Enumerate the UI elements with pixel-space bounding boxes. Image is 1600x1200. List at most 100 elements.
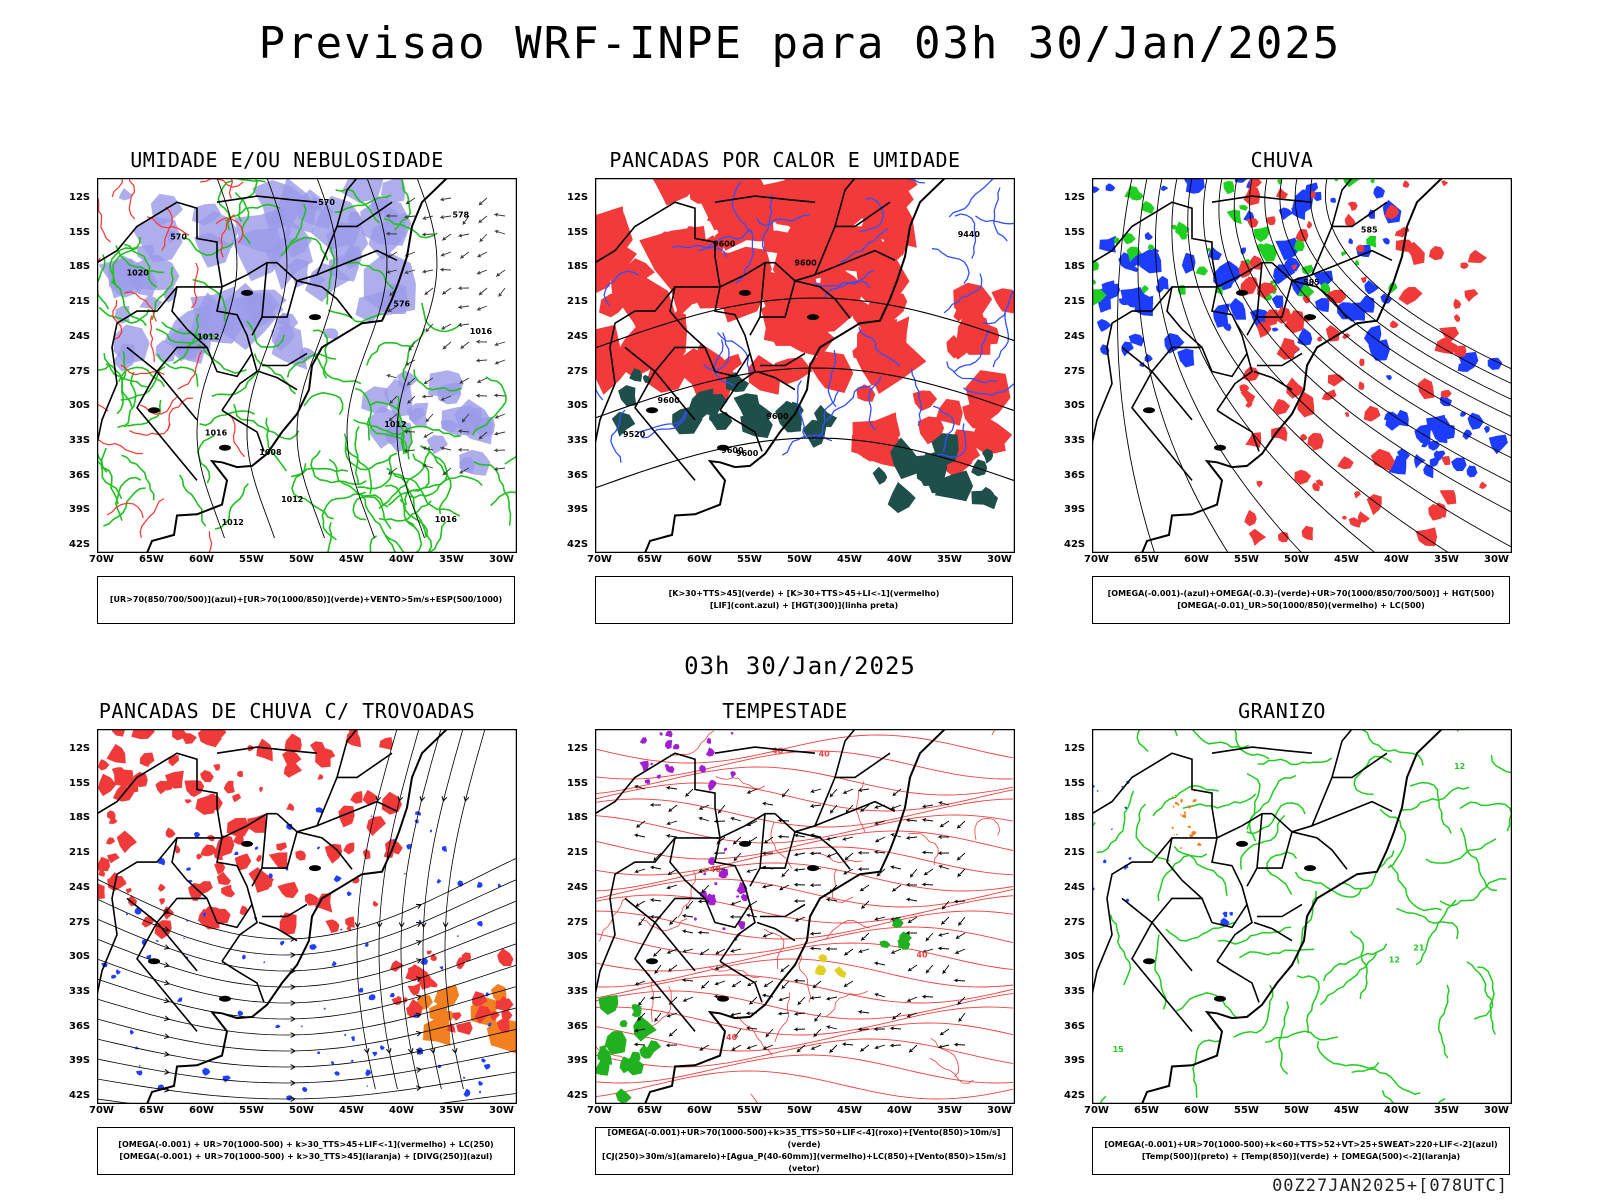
lifted-index-contour (713, 339, 735, 387)
border-line (719, 960, 763, 1003)
temp-850-contour (1257, 757, 1333, 766)
border-line (1211, 746, 1313, 754)
omega-area-blue (1348, 238, 1353, 244)
thunderstorm-area-red (325, 919, 340, 934)
wind-vector (385, 231, 398, 236)
wind-vector (633, 1042, 646, 1047)
wind-vector (941, 900, 950, 911)
divergence-dot (317, 1051, 321, 1055)
divergence-dot (129, 1029, 134, 1035)
wind-vector (809, 996, 822, 1000)
wind-vector (701, 884, 710, 894)
wind-850-area (892, 916, 904, 928)
wind-vector (654, 964, 662, 975)
omega-area-blue (1357, 295, 1375, 313)
contour-label: 21 (1413, 943, 1425, 952)
longitude-tick-label: 30W (489, 554, 514, 565)
rain-area-red (1312, 482, 1320, 492)
wind-850-area (605, 1030, 627, 1055)
latitude-tick-label: 42S (69, 539, 91, 550)
thunderstorm-area-red (279, 912, 297, 935)
longitude-tick-label: 30W (987, 1105, 1012, 1116)
map-panel: PANCADAS DE CHUVA C/ TROVOADAS 12S 15S 18S 2… (52, 699, 522, 1179)
wind-vector (637, 1012, 646, 1022)
omega-area-blue (1144, 231, 1153, 241)
streamline (97, 878, 517, 956)
rain-area-red (1363, 405, 1381, 422)
streamline-arrow (416, 1067, 422, 1073)
streamline-arrow (290, 1064, 296, 1070)
humidity-area-high (397, 370, 418, 393)
thickness-contour (161, 206, 173, 251)
divergence-dot (316, 846, 321, 850)
wind-vector (699, 948, 710, 956)
thunderstorm-area-red (345, 916, 355, 928)
map-canvas: 585 585 (1092, 178, 1512, 553)
rain-area-red (1441, 456, 1451, 466)
forecast-map: 12 12 15 21 (1092, 729, 1512, 1104)
thickness-contour (220, 214, 235, 258)
wind-vector (749, 996, 758, 1006)
lifted-index-contour (731, 181, 753, 233)
border-line (221, 812, 277, 839)
divergence-dot (302, 1086, 308, 1092)
rain-area-red (1405, 241, 1425, 265)
wind-vector (713, 867, 726, 872)
temp-850-contour (1409, 781, 1452, 834)
streamline-arrow (416, 1049, 422, 1055)
omega-area-blue (1462, 429, 1473, 440)
panel-legend: [OMEGA(-0.001)-(azul)+OMEGA(-0.3)-(verde… (1092, 576, 1510, 624)
wind-vector (777, 1011, 790, 1016)
lifted-index-contour (975, 215, 1015, 225)
wind-vector (421, 232, 434, 237)
storm-area-purple (714, 882, 718, 886)
wind-vector (874, 1044, 886, 1050)
thunderstorm-area-red (295, 850, 306, 861)
mid-title: 03h 30/Jan/2025 (684, 652, 916, 680)
lake (1143, 407, 1155, 414)
humidity-contour-low (328, 458, 389, 508)
temp-850-contour (1239, 948, 1315, 959)
border-line (719, 409, 763, 452)
thunderstorm-area-red (216, 871, 231, 885)
convective-area-red (953, 282, 993, 321)
omega-area-blue (1208, 246, 1222, 260)
thunderstorm-area-red (408, 967, 417, 976)
wind-vector (666, 820, 678, 826)
contour-label: 9600 (658, 396, 681, 405)
wind-vector (873, 850, 886, 854)
latitude-tick-label: 33S (69, 985, 91, 997)
thunderstorm-area-red (452, 1012, 462, 1021)
longitude-tick-label: 35W (439, 554, 464, 565)
wind-vector (408, 341, 416, 352)
wind-vector (861, 900, 870, 910)
wind-vector (442, 467, 452, 476)
storm-area-purple (672, 743, 680, 750)
forecast-map: 40 40 40 40 40 (595, 729, 1015, 1104)
wind-vector (763, 980, 774, 988)
omega-area-blue (1397, 448, 1411, 463)
wind-vector (493, 467, 506, 471)
convective-area-red (856, 254, 910, 306)
contour-label: 576 (393, 300, 410, 309)
map-frame (97, 178, 517, 553)
thickness-contour (124, 291, 157, 322)
humidity-area-high (296, 189, 334, 229)
thickness-contour (106, 502, 144, 519)
wind-vector (732, 836, 742, 846)
humidity-contour-low (117, 399, 162, 429)
border-line (1257, 831, 1293, 869)
wind-vector (439, 267, 452, 272)
temp-850-contour (1389, 864, 1442, 912)
border-line (221, 261, 277, 288)
omega-area-green (1141, 200, 1155, 214)
low-level-jet-contour (595, 1054, 1014, 1084)
wind-vector (857, 948, 870, 954)
low-level-jet-contour (595, 830, 1014, 860)
latitude-tick-label: 12S (69, 743, 91, 754)
wind-vector (442, 287, 452, 296)
divergence-dot (125, 913, 129, 916)
longitude-tick-label: 60W (687, 1105, 712, 1116)
panel-title: PANCADAS DE CHUVA C/ TROVOADAS (98, 699, 476, 723)
latitude-tick-label: 42S (69, 1090, 91, 1101)
